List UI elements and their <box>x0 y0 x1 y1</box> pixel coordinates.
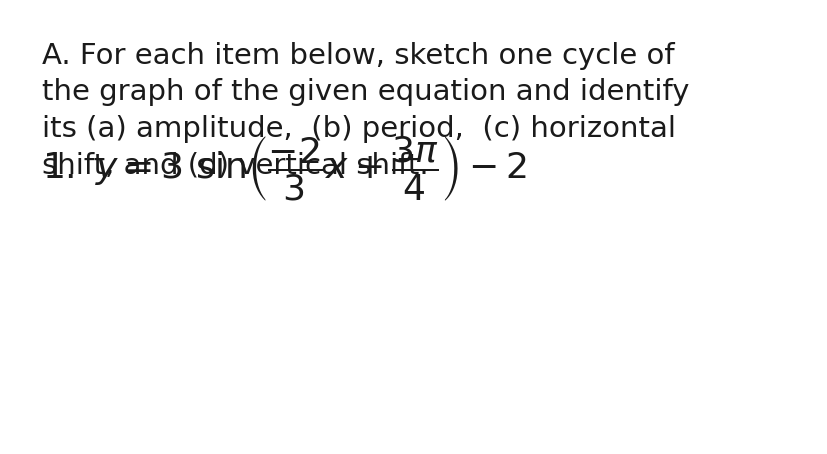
Text: A. For each item below, sketch one cycle of: A. For each item below, sketch one cycle… <box>42 42 674 70</box>
Text: $1.\ y = 3\ \sin\!\left(\dfrac{-2}{3}x + \dfrac{3\pi}{4}\right) - 2$: $1.\ y = 3\ \sin\!\left(\dfrac{-2}{3}x +… <box>42 134 527 203</box>
Text: the graph of the given equation and identify: the graph of the given equation and iden… <box>42 79 689 107</box>
Text: shift, and (d) vertical shift.: shift, and (d) vertical shift. <box>42 152 428 179</box>
Text: its (a) amplitude,  (b) period,  (c) horizontal: its (a) amplitude, (b) period, (c) horiz… <box>42 115 675 143</box>
